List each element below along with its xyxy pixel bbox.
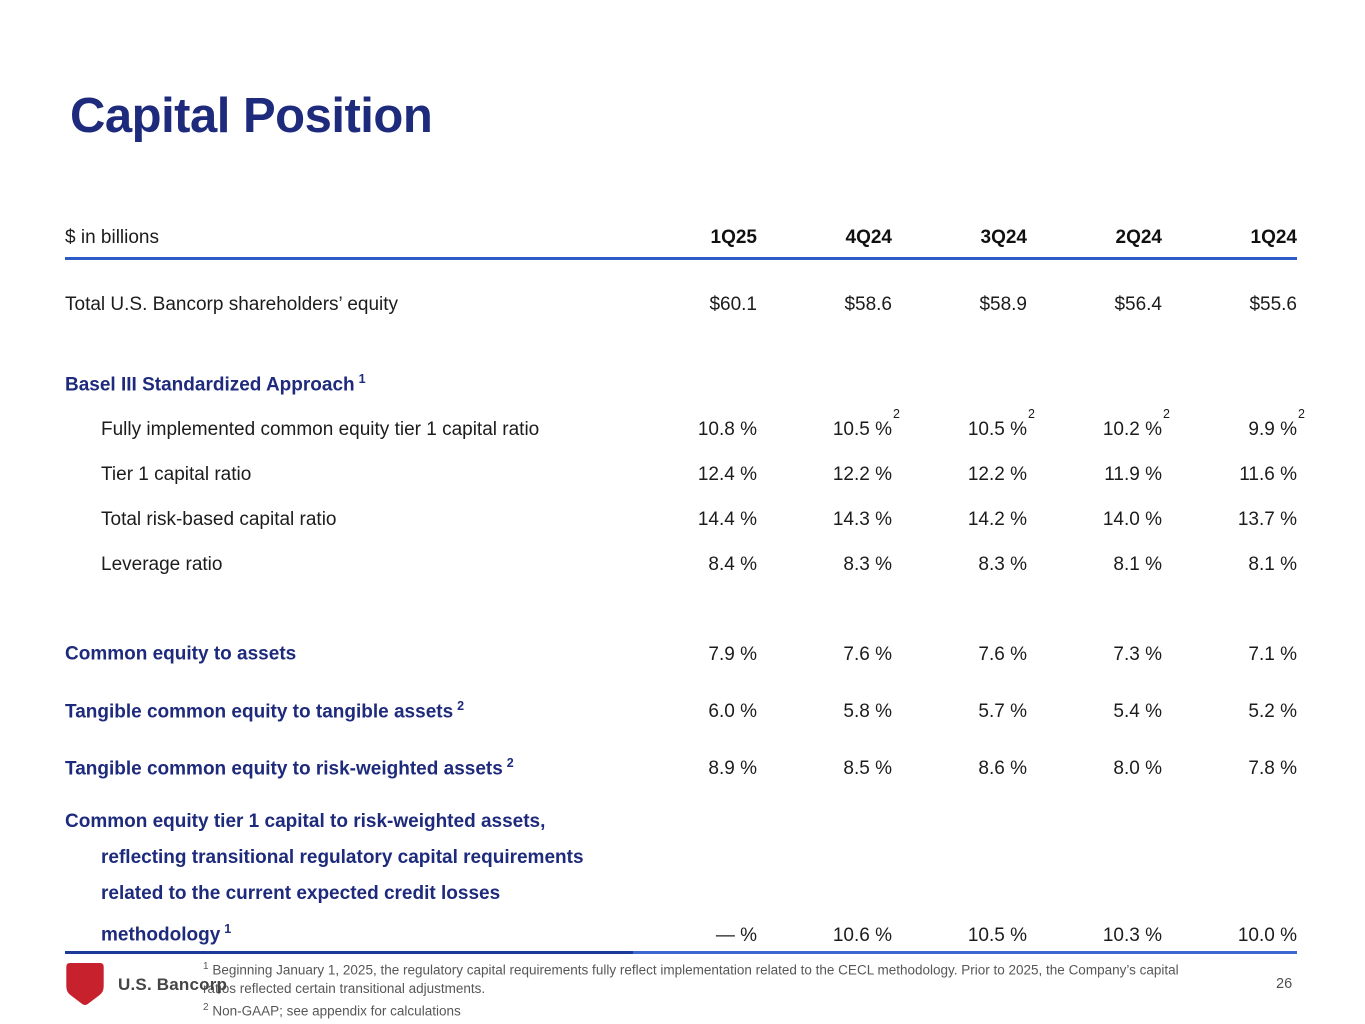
section-header-basel: Basel III Standardized Approach 1 <box>65 368 1297 396</box>
footnote-marker: 2 <box>203 1001 209 1013</box>
table-row-tier1-ratio: Tier 1 capital ratio 12.4 % 12.2 % 12.2 … <box>65 463 1297 486</box>
value-cell: 10.5 % 2 <box>757 407 900 441</box>
page-number: 26 <box>1276 976 1293 992</box>
footnotes: 1 Beginning January 1, 2025, the regulat… <box>203 958 1203 1021</box>
footnote-marker: 2 <box>506 755 514 770</box>
value-cell: 12.4 % <box>697 464 757 486</box>
value-cell: 5.2 % <box>1248 700 1297 722</box>
value-cell: 9.9 % 2 <box>1162 407 1305 441</box>
value-cell: 13.7 % <box>1237 509 1297 531</box>
footnote-marker: 2 <box>1298 407 1305 422</box>
footnote-marker: 2 <box>1163 407 1170 422</box>
footnote-marker: 2 <box>457 698 465 713</box>
value-cell: 8.0 % <box>1113 758 1162 780</box>
column-header-1q24: 1Q24 <box>1250 227 1297 248</box>
page-title: Capital Position <box>70 89 433 143</box>
value-cell: 10.5 % <box>967 924 1027 946</box>
value-cell: 7.8 % <box>1248 758 1297 780</box>
table-row-tce-to-risk-weighted-assets: Tangible common equity to risk-weighted … <box>65 752 1297 780</box>
table-row-cet1-fully-implemented: Fully implemented common equity tier 1 c… <box>65 407 1305 441</box>
row-label: Tangible common equity to tangible asset… <box>65 698 465 722</box>
footnote-marker: 2 <box>893 407 900 422</box>
us-bancorp-shield-icon <box>66 963 104 1005</box>
unit-label: $ in billions <box>65 227 159 248</box>
value-cell: 8.4 % <box>708 554 757 576</box>
table-row-tce-to-tangible-assets: Tangible common equity to tangible asset… <box>65 695 1297 723</box>
row-label: Fully implemented common equity tier 1 c… <box>101 419 540 441</box>
value-cell: 8.3 % <box>978 554 1027 576</box>
value-cell: 11.6 % <box>1239 464 1297 486</box>
value-cell: 8.1 % <box>1248 554 1297 576</box>
section-label: Basel III Standardized Approach 1 <box>65 372 366 396</box>
value-cell: $58.9 <box>979 294 1027 315</box>
table-bottom-rule <box>65 950 1297 954</box>
column-header-3q24: 3Q24 <box>980 227 1027 248</box>
value-cell: 7.1 % <box>1248 643 1297 665</box>
value-cell: $58.6 <box>844 294 892 315</box>
value-cell: 5.8 % <box>843 700 892 722</box>
table-row-total-risk-based-ratio: Total risk-based capital ratio 14.4 % 14… <box>65 508 1297 531</box>
table-row-cet1-cecl-transitional: Common equity tier 1 capital to risk-wei… <box>65 810 1297 946</box>
value-cell: 10.0 % <box>1237 924 1297 946</box>
value-cell: 14.2 % <box>967 509 1027 531</box>
footnote-marker: 1 <box>358 372 366 386</box>
bottom-rule-left-segment <box>65 950 633 954</box>
value-cell: 10.5 % 2 <box>892 407 1035 441</box>
value-cell: 14.4 % <box>697 509 757 531</box>
footnote-1: 1 Beginning January 1, 2025, the regulat… <box>203 961 1179 996</box>
value-cell: 10.3 % <box>1102 924 1162 946</box>
value-cell: 7.9 % <box>708 643 757 665</box>
row-label: Total risk-based capital ratio <box>101 509 337 531</box>
value-cell: 5.4 % <box>1113 700 1162 722</box>
value-cell: 8.9 % <box>708 758 757 780</box>
footnote-marker: 1 <box>224 922 232 937</box>
value-cell: 10.8 % <box>697 419 757 441</box>
value-cell: $56.4 <box>1114 294 1162 315</box>
column-header-2q24: 2Q24 <box>1115 227 1162 248</box>
value-cell: 12.2 % <box>832 464 892 486</box>
value-cell: 8.6 % <box>978 758 1027 780</box>
footnote-marker: 1 <box>203 961 209 972</box>
table-header-row: $ in billions 1Q25 4Q24 3Q24 2Q24 1Q24 <box>65 226 1297 260</box>
value-cell: 12.2 % <box>967 464 1027 486</box>
column-header-4q24: 4Q24 <box>845 227 892 248</box>
value-cell: 8.3 % <box>843 554 892 576</box>
value-cell: 8.1 % <box>1113 554 1162 576</box>
value-cell: 11.9 % <box>1104 464 1162 486</box>
table-row-shareholders-equity: Total U.S. Bancorp shareholders’ equity … <box>65 293 1297 316</box>
row-label: Tangible common equity to risk-weighted … <box>65 755 514 780</box>
value-cell: 5.7 % <box>978 700 1027 722</box>
us-bancorp-logo: U.S. Bancorp <box>66 963 227 1006</box>
capital-position-table: $ in billions 1Q25 4Q24 3Q24 2Q24 1Q24 T… <box>65 226 1305 954</box>
value-cell: 6.0 % <box>708 700 757 722</box>
value-cell: 8.5 % <box>843 758 892 780</box>
value-cell: $60.1 <box>709 294 757 315</box>
bottom-rule-right-segment <box>633 950 1297 954</box>
value-cell: 7.6 % <box>978 643 1027 665</box>
table-row-leverage-ratio: Leverage ratio 8.4 % 8.3 % 8.3 % 8.1 % 8… <box>65 553 1297 576</box>
table-row-common-equity-to-assets: Common equity to assets 7.9 % 7.6 % 7.6 … <box>65 637 1297 665</box>
value-cell: 10.2 % 2 <box>1027 407 1170 441</box>
value-cell: 10.6 % <box>832 924 892 946</box>
value-cell: $55.6 <box>1249 294 1297 315</box>
row-label: Leverage ratio <box>101 554 223 576</box>
row-label: Total U.S. Bancorp shareholders’ equity <box>65 294 399 315</box>
footnote-marker: 2 <box>1028 407 1035 422</box>
value-cell: 7.3 % <box>1113 643 1162 665</box>
logo-text: U.S. Bancorp <box>118 974 228 994</box>
value-cell: 14.0 % <box>1102 509 1162 531</box>
row-label: Common equity tier 1 capital to risk-wei… <box>65 811 584 946</box>
value-cell: 14.3 % <box>832 509 892 531</box>
column-header-1q25: 1Q25 <box>710 227 757 248</box>
value-cell: 7.6 % <box>843 643 892 665</box>
footnote-2: 2 Non-GAAP; see appendix for calculation… <box>203 1001 461 1019</box>
row-label: Tier 1 capital ratio <box>101 464 252 486</box>
value-cell: — % <box>715 924 757 946</box>
row-label: Common equity to assets <box>65 643 297 665</box>
